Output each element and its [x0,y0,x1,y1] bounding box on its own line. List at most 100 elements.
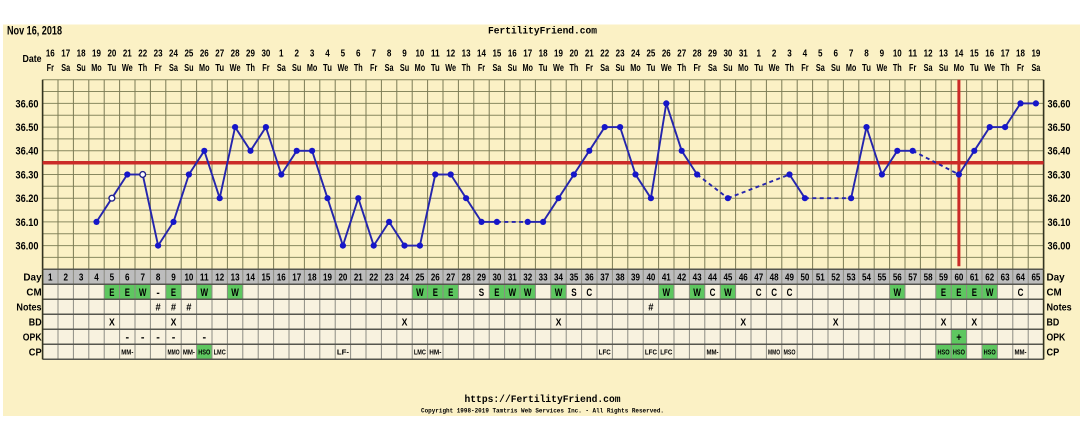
svg-text:20: 20 [338,273,347,284]
svg-text:3: 3 [787,49,792,60]
svg-text:W: W [724,287,732,299]
svg-text:42: 42 [677,273,686,284]
svg-text:We: We [230,63,241,74]
svg-text:E: E [171,287,176,299]
svg-text:LF-: LF- [337,349,350,356]
svg-text:27: 27 [215,49,224,60]
svg-text:HM-: HM- [429,349,442,356]
svg-text:55: 55 [877,273,886,284]
svg-text:14: 14 [246,273,255,284]
svg-text:-: - [203,331,207,343]
svg-text:17: 17 [523,49,532,60]
svg-text:X: X [740,317,746,329]
svg-text:36.60: 36.60 [16,98,39,110]
svg-text:41: 41 [662,273,671,284]
svg-text:Fr: Fr [586,63,593,74]
svg-text:Fr: Fr [370,63,377,74]
svg-text:11: 11 [431,49,440,60]
svg-text:+: + [956,332,961,344]
svg-text:17: 17 [292,273,301,284]
svg-text:Tu: Tu [754,63,763,74]
svg-text:Tu: Tu [431,63,440,74]
svg-text:22: 22 [600,49,609,60]
svg-text:OPK: OPK [23,332,42,344]
svg-text:W: W [986,287,994,299]
svg-text:7: 7 [371,49,376,60]
svg-text:HSO: HSO [937,349,950,356]
svg-text:51: 51 [816,273,825,284]
svg-text:43: 43 [693,273,702,284]
svg-text:Sa: Sa [924,63,933,74]
svg-text:9: 9 [880,49,885,60]
svg-text:HSO: HSO [198,349,211,356]
svg-text:Fr: Fr [801,63,808,74]
svg-text:34: 34 [554,273,563,284]
svg-text:37: 37 [600,273,609,284]
svg-text:25: 25 [415,273,424,284]
svg-text:C: C [1018,287,1024,299]
svg-text:BD: BD [29,317,42,329]
svg-text:36.20: 36.20 [16,193,39,205]
svg-text:21: 21 [585,49,594,60]
svg-text:Mo: Mo [307,63,318,74]
svg-text:12: 12 [446,49,455,60]
svg-text:E: E [956,287,961,299]
svg-text:MSO: MSO [783,349,796,356]
svg-text:36.50: 36.50 [1048,122,1071,134]
svg-text:W: W [139,287,147,299]
svg-text:X: X [109,317,115,329]
svg-text:35: 35 [569,273,578,284]
svg-text:Su: Su [76,63,85,74]
svg-text:Fr: Fr [693,63,700,74]
svg-text:Mo: Mo [954,63,965,74]
svg-text:49: 49 [785,273,794,284]
svg-text:4: 4 [803,49,808,60]
svg-text:S: S [479,287,484,299]
svg-text:#: # [648,302,653,314]
svg-text:E: E [109,287,114,299]
svg-text:Sa: Sa [492,63,501,74]
svg-text:E: E [494,287,499,299]
svg-text:Tu: Tu [539,63,548,74]
svg-text:18: 18 [308,273,317,284]
svg-text:We: We [876,63,887,74]
svg-text:Th: Th [246,63,255,74]
svg-text:65: 65 [1031,273,1040,284]
svg-text:18: 18 [539,49,548,60]
svg-text:Date: Date [23,53,42,65]
svg-text:16: 16 [46,49,55,60]
svg-text:Su: Su [184,63,193,74]
svg-text:LFC: LFC [660,349,672,356]
svg-text:OPK: OPK [1047,332,1066,344]
svg-text:W: W [663,287,671,299]
svg-text:5: 5 [110,273,115,284]
svg-text:26: 26 [662,49,671,60]
svg-text:22: 22 [138,49,147,60]
svg-text:Su: Su [615,63,624,74]
svg-text:Notes: Notes [16,302,41,314]
svg-text:W: W [524,287,532,299]
svg-text:61: 61 [970,273,979,284]
svg-text:52: 52 [831,273,840,284]
svg-text:W: W [416,287,424,299]
svg-text:6: 6 [356,49,361,60]
svg-text:#: # [186,302,191,314]
svg-text:C: C [771,287,777,299]
svg-text:3: 3 [79,273,84,284]
svg-text:Mo: Mo [91,63,102,74]
svg-text:33: 33 [539,273,548,284]
svg-text:38: 38 [616,273,625,284]
svg-text:Mo: Mo [630,63,641,74]
svg-text:LFC: LFC [645,349,657,356]
svg-text:E: E [448,287,453,299]
svg-text:CM: CM [1047,287,1062,299]
svg-text:64: 64 [1016,273,1025,284]
svg-text:14: 14 [954,49,963,60]
svg-text:16: 16 [277,273,286,284]
svg-text:X: X [941,317,947,329]
svg-text:13: 13 [939,49,948,60]
svg-text:15: 15 [261,273,270,284]
svg-text:Sa: Sa [61,63,70,74]
svg-text:26: 26 [431,273,440,284]
svg-text:4: 4 [94,273,99,284]
